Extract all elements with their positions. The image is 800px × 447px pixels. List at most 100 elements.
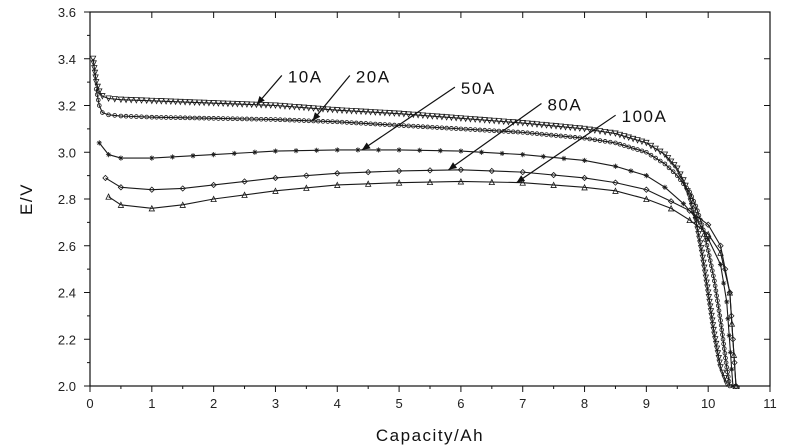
data-point-10A <box>657 148 664 156</box>
data-point-10A <box>702 274 710 282</box>
data-point-50A <box>520 151 526 158</box>
data-point-20A <box>706 253 712 258</box>
series-line-100A <box>108 180 737 387</box>
data-point-20A <box>515 129 521 135</box>
y-tick-label: 2.0 <box>58 379 76 394</box>
data-point-20A <box>430 124 435 130</box>
data-point-10A <box>172 98 179 106</box>
y-tick-label: 2.2 <box>58 332 76 347</box>
annotation-arrowhead <box>362 142 371 150</box>
data-point-100A <box>105 193 112 200</box>
data-point-10A <box>571 124 579 132</box>
data-point-10A <box>706 298 713 306</box>
data-point-10A <box>310 105 317 112</box>
data-point-20A <box>602 139 608 144</box>
data-point-10A <box>338 107 346 114</box>
data-point-20A <box>306 118 312 124</box>
data-point-80A <box>457 166 465 173</box>
data-point-50A <box>458 148 464 154</box>
data-point-80A <box>179 185 186 192</box>
data-point-10A <box>405 111 412 118</box>
data-point-20A <box>718 322 724 328</box>
data-point-20A <box>558 133 564 139</box>
data-point-50A <box>726 332 732 339</box>
data-point-10A <box>596 128 604 135</box>
data-point-20A <box>301 118 307 123</box>
data-point-20A <box>118 113 124 119</box>
data-point-10A <box>524 120 531 127</box>
data-point-20A <box>163 115 169 120</box>
data-point-20A <box>100 110 105 115</box>
data-point-20A <box>128 114 134 119</box>
series-20A <box>93 86 733 389</box>
data-point-10A <box>162 98 170 105</box>
data-point-10A <box>701 264 708 272</box>
data-point-50A <box>272 148 279 154</box>
data-point-100A <box>728 320 736 327</box>
data-point-20A <box>225 116 231 121</box>
data-point-20A <box>106 112 111 118</box>
data-point-20A <box>724 364 730 370</box>
data-point-10A <box>562 124 569 131</box>
data-point-20A <box>695 208 700 213</box>
data-point-20A <box>387 122 392 128</box>
data-point-20A <box>339 119 345 125</box>
data-point-10A <box>601 128 609 136</box>
data-point-20A <box>711 273 716 279</box>
data-point-20A <box>173 115 178 120</box>
plot-frame <box>89 11 771 387</box>
x-tick-label: 11 <box>763 396 777 411</box>
data-point-50A <box>252 149 258 155</box>
data-point-10A <box>707 308 715 315</box>
data-point-20A <box>662 161 668 167</box>
data-point-20A <box>434 125 440 130</box>
data-point-10A <box>229 100 236 108</box>
data-point-20A <box>123 113 129 119</box>
data-point-20A <box>691 199 697 204</box>
annotation-label: 80A <box>547 96 582 115</box>
data-point-10A <box>329 106 336 114</box>
data-point-20A <box>720 332 725 337</box>
data-point-50A <box>727 349 734 355</box>
annotation-arrow <box>448 103 542 171</box>
data-point-50A <box>375 147 382 153</box>
data-point-10A <box>281 103 289 110</box>
data-point-10A <box>186 99 194 106</box>
data-point-10A <box>704 284 711 292</box>
data-point-20A <box>406 123 411 129</box>
annotation-100A: 100A <box>516 107 666 184</box>
data-point-50A <box>725 316 731 322</box>
data-point-10A <box>467 116 474 123</box>
data-point-10A <box>709 317 716 325</box>
data-point-80A <box>667 198 675 205</box>
data-point-20A <box>482 127 487 133</box>
data-point-20A <box>567 134 573 140</box>
data-point-10A <box>348 107 355 115</box>
data-point-100A <box>732 382 740 390</box>
data-point-50A <box>561 155 567 162</box>
data-point-20A <box>401 123 407 128</box>
data-point-20A <box>635 147 640 152</box>
data-point-20A <box>716 308 722 313</box>
data-point-20A <box>472 127 478 132</box>
data-point-100A <box>179 201 186 208</box>
series-line-20A <box>95 89 731 387</box>
data-point-10A <box>612 130 619 138</box>
data-point-10A <box>262 102 270 109</box>
x-tick-label: 8 <box>581 396 588 411</box>
data-point-50A <box>499 150 505 157</box>
data-point-80A <box>581 174 588 182</box>
data-point-10A <box>196 99 203 107</box>
data-point-10A <box>688 203 696 210</box>
data-point-10A <box>698 249 706 257</box>
data-point-10A <box>586 126 593 134</box>
data-point-20A <box>93 86 99 92</box>
annotations: 10A 20A 50A 80A 100A <box>256 67 666 184</box>
data-point-50A <box>105 151 112 158</box>
data-point-10A <box>704 289 712 296</box>
data-point-20A <box>95 97 101 103</box>
data-point-20A <box>330 119 335 124</box>
data-point-20A <box>714 293 719 299</box>
data-point-20A <box>396 123 402 128</box>
